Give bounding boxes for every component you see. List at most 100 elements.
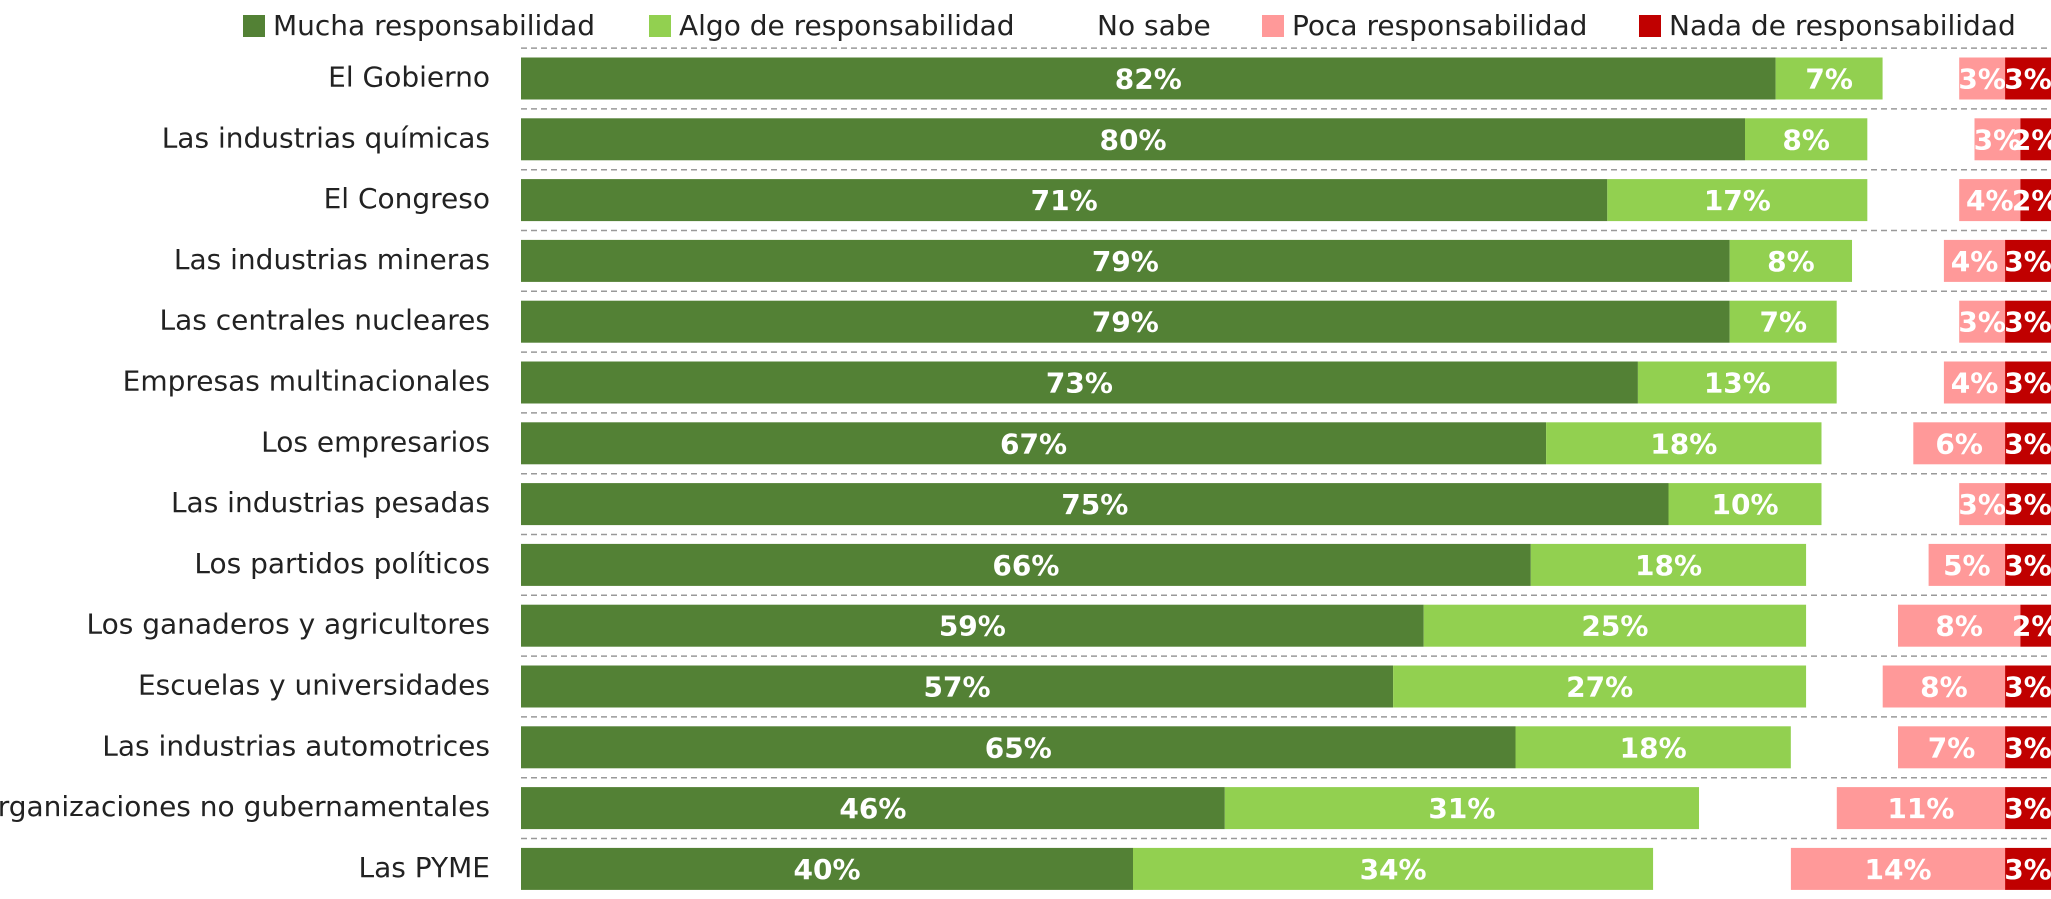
bar-segment bbox=[1775, 57, 1883, 100]
bar-segment bbox=[1745, 118, 1868, 161]
bar-segment bbox=[1607, 179, 1868, 222]
data-label: 7% bbox=[1805, 63, 1853, 96]
category-label: Las PYME bbox=[359, 851, 490, 884]
data-label: 3% bbox=[2004, 671, 2051, 704]
data-label: 7% bbox=[1759, 306, 1807, 339]
bar-segment bbox=[1224, 787, 1700, 830]
legend-marker bbox=[1639, 15, 1661, 37]
bar-segment bbox=[1959, 57, 2006, 100]
data-label: 17% bbox=[1704, 184, 1771, 217]
bar-segment bbox=[1729, 300, 1837, 343]
data-label: 27% bbox=[1566, 671, 1633, 704]
bar-segment bbox=[2005, 239, 2051, 282]
category-label: Organizaciones no gubernamentales bbox=[0, 790, 490, 823]
data-label: 14% bbox=[1864, 853, 1931, 886]
bar-segment bbox=[1898, 726, 2006, 769]
category-label: Los empresarios bbox=[261, 425, 490, 458]
bar-segment bbox=[2005, 483, 2051, 526]
bar-segment bbox=[1882, 665, 2006, 708]
bar-segment bbox=[2005, 57, 2051, 100]
bar-segment bbox=[1974, 118, 2021, 161]
bar-segment bbox=[521, 179, 1608, 222]
data-label: 66% bbox=[992, 549, 1059, 582]
bar-segment bbox=[2005, 361, 2051, 404]
bar-segment bbox=[521, 118, 1745, 161]
data-label: 10% bbox=[1711, 488, 1778, 521]
data-label: 67% bbox=[1000, 427, 1067, 460]
bar-segment bbox=[1423, 604, 1807, 647]
bar-segment bbox=[1928, 543, 2006, 586]
data-label: 65% bbox=[985, 731, 1052, 764]
bar-segment bbox=[1943, 361, 2006, 404]
bar-segment bbox=[1637, 361, 1837, 404]
data-label: 3% bbox=[1958, 63, 2006, 96]
data-label: 3% bbox=[2004, 245, 2051, 278]
bar-segment bbox=[521, 361, 1638, 404]
bar-segment bbox=[1515, 726, 1791, 769]
bar-segment bbox=[1133, 847, 1654, 890]
data-label: 2% bbox=[2012, 123, 2051, 156]
bar-segment bbox=[2005, 787, 2051, 830]
data-label: 3% bbox=[2004, 63, 2051, 96]
data-label: 4% bbox=[1951, 245, 1999, 278]
bar-segment bbox=[2020, 118, 2051, 161]
category-label: Los partidos políticos bbox=[194, 547, 490, 580]
legend-marker bbox=[1262, 15, 1284, 37]
data-label: 73% bbox=[1046, 367, 1113, 400]
bar-segment bbox=[521, 847, 1133, 890]
data-label: 8% bbox=[1782, 123, 1830, 156]
bar-segment bbox=[1729, 239, 1853, 282]
bar-segment bbox=[1806, 604, 1898, 647]
data-label: 57% bbox=[924, 671, 991, 704]
bar-segment bbox=[1790, 726, 1898, 769]
data-label: 8% bbox=[1920, 671, 1968, 704]
data-label: 3% bbox=[2004, 427, 2051, 460]
data-label: 5% bbox=[1943, 549, 1991, 582]
legend-label: Poca responsabilidad bbox=[1292, 9, 1587, 42]
bar-segment bbox=[2005, 543, 2051, 586]
data-label: 8% bbox=[1935, 610, 1983, 643]
bar-segment bbox=[1852, 239, 1944, 282]
bar-segment bbox=[2020, 179, 2051, 222]
category-label: Empresas multinacionales bbox=[123, 365, 490, 398]
category-label: Las industrias pesadas bbox=[171, 486, 490, 519]
data-label: 40% bbox=[793, 853, 860, 886]
bar-segment bbox=[1546, 422, 1822, 465]
bar-segment bbox=[1898, 604, 2021, 647]
bar-segment bbox=[521, 300, 1730, 343]
legend-label: Algo de responsabilidad bbox=[679, 9, 1015, 42]
bar-segment bbox=[521, 726, 1516, 769]
data-label: 3% bbox=[2004, 792, 2051, 825]
data-label: 6% bbox=[1935, 427, 1983, 460]
data-label: 3% bbox=[2004, 549, 2051, 582]
category-label: Los ganaderos y agricultores bbox=[86, 608, 490, 641]
data-label: 18% bbox=[1650, 427, 1717, 460]
data-label: 4% bbox=[1966, 184, 2014, 217]
bar-segment bbox=[1943, 239, 2006, 282]
category-label: El Congreso bbox=[324, 182, 490, 215]
bar-segment bbox=[1836, 787, 2006, 830]
bar-segment bbox=[1668, 483, 1822, 526]
category-label: Las industrias mineras bbox=[174, 243, 490, 276]
bar-segment bbox=[521, 787, 1225, 830]
data-label: 7% bbox=[1928, 731, 1976, 764]
bar-segment bbox=[1530, 543, 1807, 586]
bar-segment bbox=[1821, 422, 1914, 465]
bar-segment bbox=[1699, 787, 1837, 830]
legend-marker bbox=[1067, 15, 1089, 37]
bar-segment bbox=[1790, 847, 2006, 890]
data-label: 59% bbox=[939, 610, 1006, 643]
category-label: Las industrias automotrices bbox=[102, 729, 490, 762]
data-label: 3% bbox=[2004, 488, 2051, 521]
data-label: 46% bbox=[839, 792, 906, 825]
data-label: 2% bbox=[2012, 610, 2051, 643]
bar-segment bbox=[2005, 422, 2051, 465]
data-label: 80% bbox=[1099, 123, 1166, 156]
data-label: 3% bbox=[2004, 367, 2051, 400]
data-label: 79% bbox=[1092, 245, 1159, 278]
legend-marker bbox=[243, 15, 265, 37]
bar-segment bbox=[521, 422, 1547, 465]
data-label: 8% bbox=[1767, 245, 1815, 278]
data-label: 3% bbox=[2004, 853, 2051, 886]
data-label: 31% bbox=[1428, 792, 1495, 825]
